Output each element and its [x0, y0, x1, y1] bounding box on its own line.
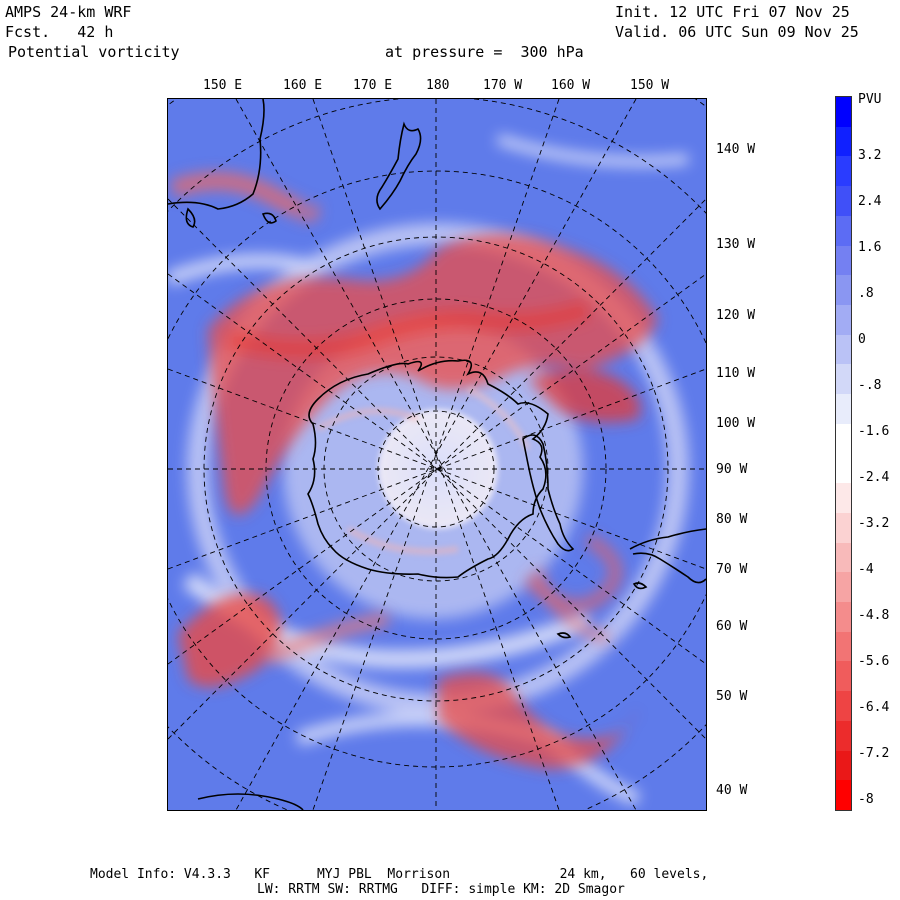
top-lon-label: 180	[426, 78, 450, 93]
right-lon-label: 140 W	[716, 142, 756, 157]
graticule	[168, 99, 706, 810]
pressure-level: at pressure = 300 hPa	[385, 43, 584, 61]
top-lon-label: 160 W	[551, 78, 591, 93]
colorbar-segment	[836, 453, 851, 484]
top-lon-label: 150 W	[630, 78, 670, 93]
colorbar-segment	[836, 126, 851, 157]
field-name: Potential vorticity	[8, 43, 180, 61]
model-title: AMPS 24-km WRF	[5, 3, 132, 21]
right-lon-label: 110 W	[716, 366, 756, 381]
antarctic-peninsula-coast	[522, 434, 575, 552]
colorbar-segment	[836, 720, 851, 752]
map-panel	[167, 98, 707, 811]
colorbar-segment	[836, 156, 851, 187]
colorbar-segment	[836, 602, 851, 633]
colorbar-tick-label: 2.4	[858, 194, 882, 209]
south-america-coast	[629, 528, 706, 550]
colorbar-tick-label: 0	[858, 332, 866, 347]
colorbar-segment	[836, 691, 851, 722]
colorbar-tick-label: -3.2	[858, 516, 890, 531]
colorbar-segment	[836, 631, 851, 662]
colorbar-segment	[836, 394, 851, 425]
top-lon-label: 170 E	[353, 78, 393, 93]
falklands-coast	[632, 582, 648, 590]
top-lon-label: 150 E	[203, 78, 243, 93]
colorbar-segment	[836, 245, 851, 276]
colorbar-segment	[836, 186, 851, 217]
right-lon-label: 90 W	[716, 462, 748, 477]
colorbar-tick-label: 1.6	[858, 240, 882, 255]
right-lon-label: 130 W	[716, 237, 756, 252]
valid-time: Valid. 06 UTC Sun 09 Nov 25	[615, 23, 859, 41]
australia-south-coast	[197, 793, 304, 810]
colorbar-tick-label: -8	[858, 792, 874, 807]
colorbar-segment	[836, 334, 851, 365]
colorbar-segment	[836, 750, 851, 781]
model-info: Model Info: V4.3.3 KF MYJ PBL Morrison 2…	[90, 867, 709, 882]
pv-map	[168, 99, 706, 810]
colorbar-unit: PVU	[858, 92, 882, 107]
colorbar-tick-label: -4	[858, 562, 874, 577]
colorbar-segment	[836, 542, 851, 573]
right-lon-label: 80 W	[716, 512, 748, 527]
colorbar-segment	[836, 215, 851, 247]
australia-coast	[168, 99, 265, 210]
colorbar-segment	[836, 275, 851, 306]
colorbar-segment	[836, 661, 851, 692]
colorbar-segment	[836, 512, 851, 544]
coastlines	[168, 99, 706, 810]
tasmania-coast	[185, 207, 277, 228]
colorbar-tick-label: -6.4	[858, 700, 890, 715]
right-lon-label: 40 W	[716, 783, 748, 798]
colorbar-tick-label: .8	[858, 286, 874, 301]
colorbar-segment	[836, 483, 851, 514]
colorbar-tick-label: -1.6	[858, 424, 890, 439]
colorbar-segment	[836, 572, 851, 603]
antarctica-coast	[307, 359, 549, 579]
colorbar-segment	[836, 304, 851, 336]
right-lon-label: 50 W	[716, 689, 748, 704]
colorbar-tick-label: -7.2	[858, 746, 890, 761]
colorbar-segment	[836, 780, 851, 811]
right-lon-label: 70 W	[716, 562, 748, 577]
colorbar	[835, 96, 852, 811]
colorbar-tick-label: 3.2	[858, 148, 882, 163]
south-georgia-coast	[556, 632, 572, 639]
colorbar-segment	[836, 423, 851, 454]
pv-red-regions	[169, 172, 658, 769]
physics-info: LW: RRTM SW: RRTMG DIFF: simple KM: 2D S…	[257, 882, 625, 897]
colorbar-tick-label: -5.6	[858, 654, 890, 669]
right-lon-label: 60 W	[716, 619, 748, 634]
colorbar-tick-label: -.8	[858, 378, 882, 393]
top-lon-label: 160 E	[283, 78, 323, 93]
tierra-del-fuego-coast	[632, 552, 706, 584]
new-zealand-coast	[376, 121, 422, 211]
init-time: Init. 12 UTC Fri 07 Nov 25	[615, 3, 850, 21]
forecast-hour: Fcst. 42 h	[5, 23, 114, 41]
right-lon-label: 100 W	[716, 416, 756, 431]
colorbar-segment	[836, 364, 851, 395]
right-lon-label: 120 W	[716, 308, 756, 323]
colorbar-segment	[836, 97, 851, 128]
colorbar-tick-label: -2.4	[858, 470, 890, 485]
colorbar-tick-label: -4.8	[858, 608, 890, 623]
top-lon-label: 170 W	[483, 78, 523, 93]
